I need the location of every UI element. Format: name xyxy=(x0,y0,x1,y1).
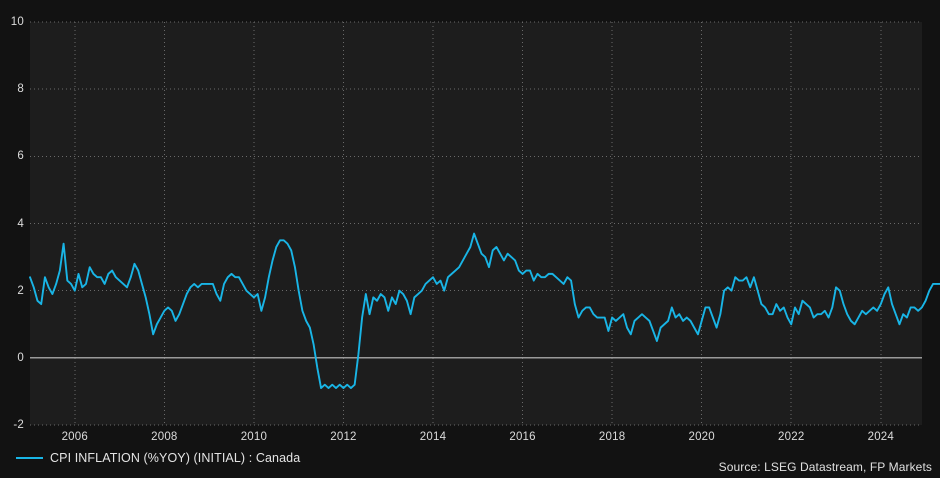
series-lines xyxy=(29,232,940,390)
y-tick-label: 8 xyxy=(17,83,24,96)
y-tick-label: 0 xyxy=(17,351,24,364)
x-tick-label: 2016 xyxy=(509,431,536,443)
y-tick-label: -2 xyxy=(13,419,24,431)
x-tick-label: 2020 xyxy=(688,431,715,443)
y-tick-label: 4 xyxy=(17,217,24,230)
source-note: Source: LSEG Datastream, FP Markets xyxy=(718,460,932,474)
gridlines xyxy=(30,21,922,426)
x-tick-label: 2018 xyxy=(598,431,626,443)
y-tick-label: 2 xyxy=(17,284,24,297)
x-tick-label: 2012 xyxy=(330,431,357,443)
x-tick-label: 2010 xyxy=(240,431,268,443)
x-tick-label: 2006 xyxy=(61,431,88,443)
chart-legend: CPI INFLATION (%YOY) (INITIAL) : Canada xyxy=(16,450,300,466)
legend-label: CPI INFLATION (%YOY) (INITIAL) : Canada xyxy=(50,451,301,465)
x-tick-label: 2014 xyxy=(419,431,447,443)
x-tick-label: 2024 xyxy=(867,431,894,443)
x-tick-label: 2022 xyxy=(778,431,805,443)
legend-color-swatch xyxy=(16,457,43,459)
y-tick-label: 10 xyxy=(10,16,24,28)
series-line xyxy=(29,232,940,390)
x-tick-label: 2008 xyxy=(151,431,178,443)
y-tick-label: 6 xyxy=(17,150,24,163)
